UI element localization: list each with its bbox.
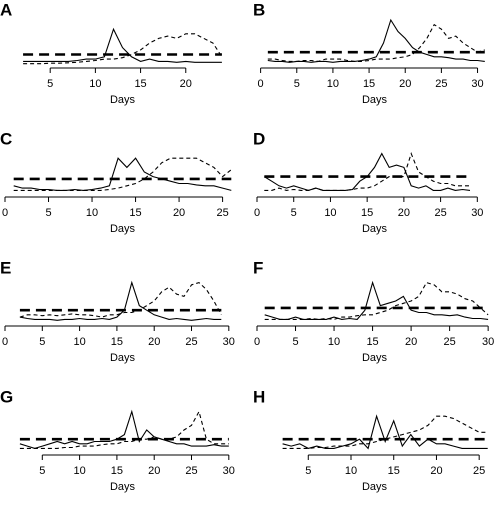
x-tick-label: 10	[89, 78, 101, 90]
x-tick-label: 20	[398, 207, 410, 219]
x-tick-label: 15	[363, 78, 375, 90]
x-tick-label: 10	[324, 207, 336, 219]
x-tick-label: 0	[2, 336, 8, 348]
x-axis-title: Days	[362, 223, 388, 235]
data-line	[23, 33, 223, 65]
data-line	[282, 415, 488, 449]
x-tick-label: 15	[366, 336, 378, 348]
x-tick-label: 30	[471, 207, 483, 219]
x-tick-label: 15	[111, 465, 123, 477]
data-line	[264, 151, 470, 191]
x-tick-label: 25	[185, 465, 197, 477]
x-tick-label: 30	[223, 465, 235, 477]
panel-label: A	[0, 0, 12, 19]
x-tick-label: 10	[328, 336, 340, 348]
x-tick-label: 5	[39, 465, 45, 477]
x-tick-label: 20	[405, 336, 417, 348]
panel-label: B	[253, 0, 265, 19]
x-tick-label: 15	[129, 207, 141, 219]
x-axis-title: Days	[362, 481, 388, 493]
x-tick-label: 0	[254, 336, 260, 348]
x-tick-label: 0	[254, 207, 260, 219]
data-line	[19, 281, 222, 318]
data-line	[264, 152, 471, 191]
x-tick-label: 15	[388, 465, 400, 477]
x-axis-title: Days	[110, 223, 136, 235]
x-tick-label: 20	[148, 336, 160, 348]
data-line	[19, 410, 229, 449]
data-line	[267, 23, 485, 62]
x-axis-title: Days	[362, 94, 388, 106]
x-tick-label: 20	[399, 78, 411, 90]
x-tick-label: 25	[434, 207, 446, 219]
x-tick-label: 25	[443, 336, 455, 348]
x-axis-title: Days	[110, 481, 136, 493]
data-line	[19, 280, 222, 321]
x-tick-label: 20	[173, 207, 185, 219]
x-tick-label: 10	[86, 207, 98, 219]
x-tick-label: 20	[180, 78, 192, 90]
panel-label: C	[0, 129, 12, 148]
x-tick-label: 20	[148, 465, 160, 477]
x-tick-label: 5	[291, 207, 297, 219]
x-axis-title: Days	[362, 352, 388, 364]
x-tick-label: 30	[223, 336, 235, 348]
x-tick-label: 10	[73, 465, 85, 477]
data-line	[13, 157, 232, 191]
panel-label: D	[253, 129, 265, 148]
x-tick-label: 15	[111, 336, 123, 348]
data-line	[13, 157, 232, 191]
data-line	[19, 409, 229, 449]
x-tick-label: 25	[216, 207, 228, 219]
x-tick-label: 20	[430, 465, 442, 477]
data-line	[23, 27, 222, 63]
x-axis-title: Days	[110, 352, 136, 364]
x-tick-label: 25	[473, 465, 485, 477]
x-tick-label: 30	[482, 336, 494, 348]
x-tick-label: 5	[294, 78, 300, 90]
x-tick-label: 25	[435, 78, 447, 90]
x-axis-title: Days	[110, 94, 136, 106]
x-tick-label: 25	[185, 336, 197, 348]
data-line	[264, 281, 489, 320]
x-tick-label: 10	[345, 465, 357, 477]
x-tick-label: 10	[73, 336, 85, 348]
x-tick-label: 5	[45, 207, 51, 219]
panel-label: F	[253, 258, 263, 277]
x-tick-label: 15	[134, 78, 146, 90]
x-tick-label: 15	[361, 207, 373, 219]
x-tick-label: 0	[258, 78, 264, 90]
x-tick-label: 10	[327, 78, 339, 90]
x-tick-label: 5	[39, 336, 45, 348]
panel-label: E	[0, 258, 11, 277]
x-tick-label: 30	[471, 78, 483, 90]
panel-label: H	[253, 387, 265, 406]
x-tick-label: 5	[305, 465, 311, 477]
panel-label: G	[0, 387, 13, 406]
data-line	[282, 414, 488, 450]
data-line	[267, 18, 485, 63]
x-tick-label: 0	[2, 207, 8, 219]
x-tick-label: 5	[292, 336, 298, 348]
x-tick-label: 5	[47, 78, 53, 90]
